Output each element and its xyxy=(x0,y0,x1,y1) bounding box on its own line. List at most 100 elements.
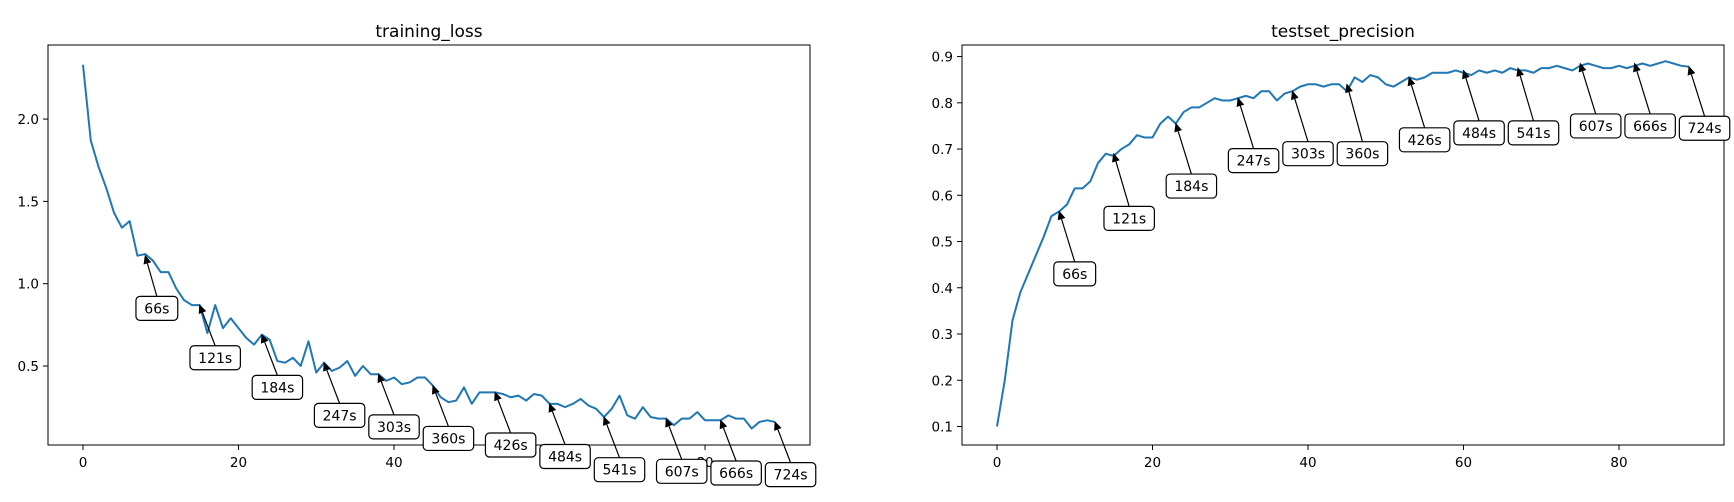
annotation-arrow xyxy=(1239,105,1255,149)
annotation-label: 484s xyxy=(548,450,582,466)
annotation-arrow xyxy=(146,263,158,297)
annotation-label: 184s xyxy=(260,380,294,396)
x-tick-label: 0 xyxy=(993,455,1002,471)
annotation-arrow xyxy=(1581,70,1597,115)
annotation-box xyxy=(251,374,304,400)
annotation-box xyxy=(135,295,179,321)
annotation-box xyxy=(710,460,762,486)
annotation-arrowhead xyxy=(1633,62,1641,73)
plot-frame xyxy=(961,44,1725,446)
y-tick-label: 0.7 xyxy=(932,142,953,158)
annotation-label: 247s xyxy=(1237,154,1271,170)
annotation-arrow xyxy=(435,392,449,427)
y-tick-label: 0.8 xyxy=(932,96,953,112)
annotation-label: 724s xyxy=(1688,121,1722,137)
annotation-label: 724s xyxy=(774,468,808,484)
annotation-arrow xyxy=(326,369,341,404)
annotation-label: 303s xyxy=(377,420,411,436)
annotation-label: 184s xyxy=(1174,179,1208,195)
annotation-arrowhead xyxy=(1578,62,1587,73)
annotation-arrow xyxy=(497,399,512,434)
annotation-arrowhead xyxy=(719,419,728,430)
y-tick-label: 2.0 xyxy=(18,112,39,128)
annotation-arrow xyxy=(201,312,216,346)
annotation-label: 541s xyxy=(602,463,636,479)
x-tick-label: 40 xyxy=(385,455,402,471)
annotation-arrowhead xyxy=(665,417,673,428)
annotation-box xyxy=(368,414,420,440)
y-tick-label: 0.3 xyxy=(932,327,953,343)
annotation-arrowhead xyxy=(432,384,440,395)
annotation-arrowhead xyxy=(323,361,331,372)
annotation-arrow xyxy=(777,429,792,463)
y-tick-label: 1.5 xyxy=(18,194,39,210)
training-loss-panel: training_loss 0204060800.51.01.52.066s12… xyxy=(18,22,817,488)
annotation-arrowhead xyxy=(260,333,269,344)
annotation-arrowhead xyxy=(603,416,611,426)
annotation-box xyxy=(1678,115,1731,141)
annotation-box xyxy=(539,443,591,470)
annotation-arrowhead xyxy=(143,254,152,265)
annotation-arrow xyxy=(668,425,683,460)
annotation-box xyxy=(1398,127,1451,153)
annotation-arrow xyxy=(1465,77,1480,122)
annotation-box xyxy=(764,462,817,488)
annotation-arrowhead xyxy=(1174,122,1183,133)
x-tick-label: 20 xyxy=(230,455,247,471)
annotation-label: 426s xyxy=(1408,133,1442,149)
annotation-box xyxy=(1053,261,1097,287)
annotation-box xyxy=(422,425,475,452)
annotation-arrow xyxy=(1636,70,1651,115)
annotation-arrow xyxy=(1410,84,1426,128)
annotation-arrowhead xyxy=(1345,83,1353,94)
annotation-arrowhead xyxy=(1057,210,1066,221)
annotation-box xyxy=(655,458,708,484)
annotation-arrowhead xyxy=(548,402,557,413)
y-tick-label: 0.4 xyxy=(932,281,953,297)
series-line xyxy=(81,64,776,430)
annotation-label: 247s xyxy=(323,408,357,424)
annotation-box xyxy=(189,345,241,371)
annotation-arrowhead xyxy=(1516,67,1525,77)
annotation-label: 666s xyxy=(719,466,753,482)
annotation-label: 607s xyxy=(1579,119,1613,135)
annotation-arrowhead xyxy=(1112,152,1120,163)
annotation-box xyxy=(1336,141,1389,167)
annotation-box xyxy=(1227,148,1280,174)
annotation-label: 360s xyxy=(1345,147,1379,163)
annotation-label: 607s xyxy=(665,464,699,480)
y-tick-label: 0.2 xyxy=(932,373,953,389)
annotation-label: 303s xyxy=(1291,147,1325,163)
annotation-label: 541s xyxy=(1516,126,1550,142)
annotation-arrow xyxy=(1294,98,1309,142)
chart-title: testset_precision xyxy=(1271,22,1415,42)
annotation-label: 666s xyxy=(1633,119,1667,135)
x-tick-label: 20 xyxy=(1144,455,1161,471)
annotation-label: 66s xyxy=(144,301,169,317)
annotation-arrowhead xyxy=(1290,90,1299,101)
annotation-arrowhead xyxy=(494,391,502,402)
y-tick-label: 0.9 xyxy=(932,50,953,66)
annotation-box xyxy=(1569,113,1622,139)
annotation-arrowhead xyxy=(1236,97,1245,108)
annotation-arrow xyxy=(1690,74,1706,117)
series-line xyxy=(996,60,1690,427)
y-tick-label: 0.5 xyxy=(932,235,953,251)
x-tick-label: 60 xyxy=(1455,455,1472,471)
annotation-box xyxy=(313,402,366,428)
annotation-arrowhead xyxy=(1407,76,1416,87)
annotation-arrowhead xyxy=(198,304,207,314)
annotation-arrow xyxy=(722,427,737,462)
annotation-box xyxy=(1624,113,1676,139)
annotation-arrow xyxy=(551,411,566,445)
annotation-arrow xyxy=(1060,218,1076,263)
annotation-arrow xyxy=(1115,161,1130,207)
annotation-box xyxy=(484,432,537,458)
plot-frame xyxy=(47,44,811,446)
y-tick-label: 0.1 xyxy=(932,420,953,436)
annotation-arrow xyxy=(380,381,395,416)
annotation-label: 484s xyxy=(1462,126,1496,142)
y-tick-label: 0.5 xyxy=(18,359,39,375)
x-tick-label: 0 xyxy=(79,455,88,471)
